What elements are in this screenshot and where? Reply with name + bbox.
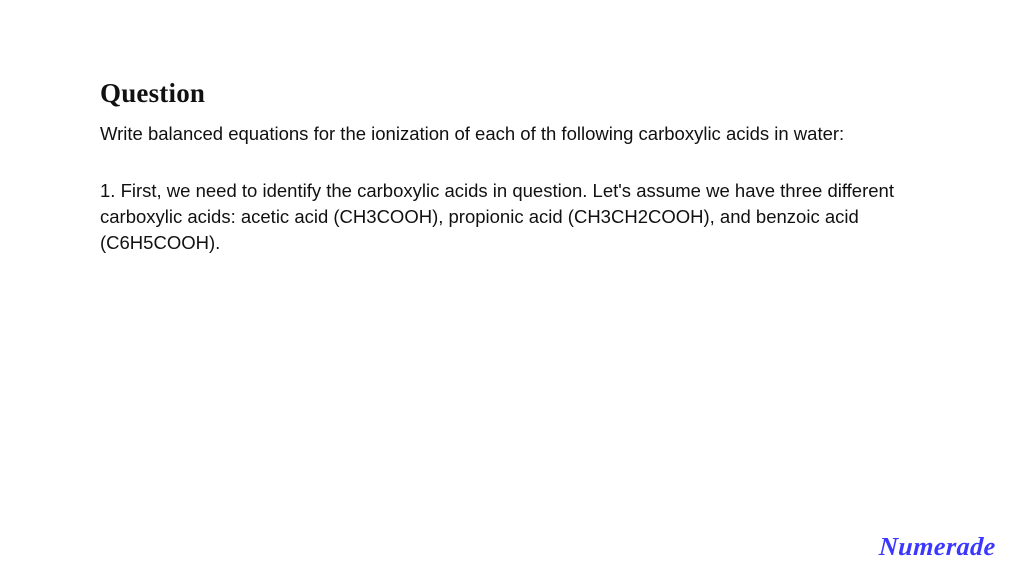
page: Question Write balanced equations for th… (0, 0, 1024, 576)
question-heading: Question (100, 78, 924, 109)
numerade-logo: Numerade (879, 532, 997, 562)
question-prompt: Write balanced equations for the ionizat… (100, 121, 924, 148)
answer-step-1: 1. First, we need to identify the carbox… (100, 178, 924, 257)
